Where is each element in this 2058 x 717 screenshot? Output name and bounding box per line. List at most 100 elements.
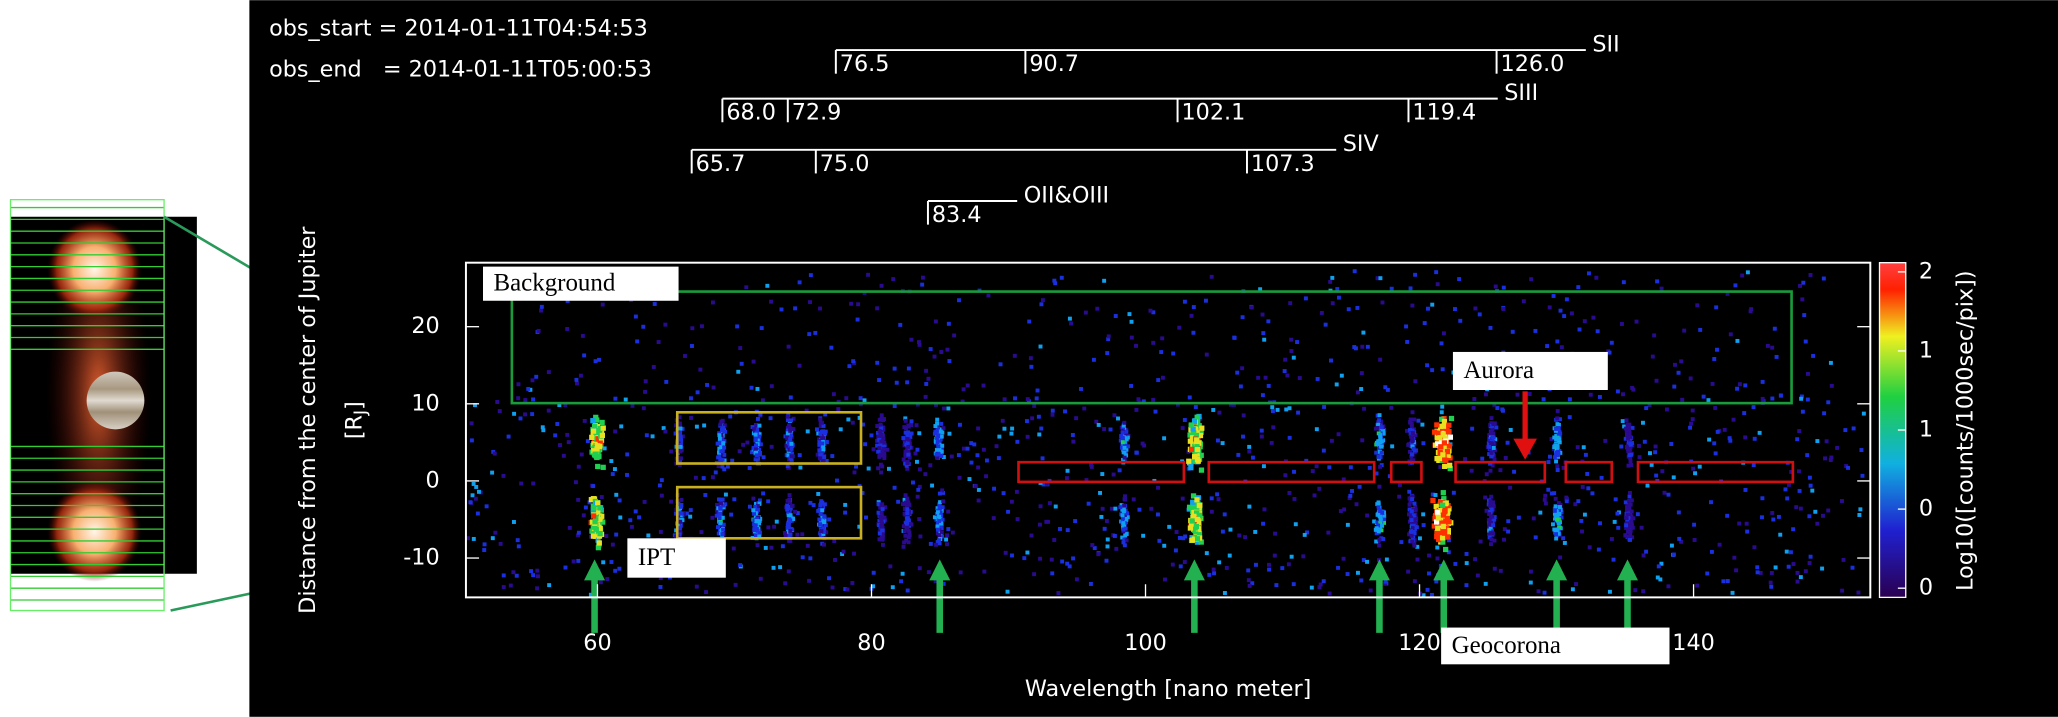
pixel: [1784, 549, 1789, 554]
pixel: [585, 439, 590, 444]
pixel: [1186, 458, 1192, 464]
pixel: [1123, 494, 1127, 499]
pixel: [1556, 431, 1561, 436]
pixel: [599, 419, 605, 426]
pixel: [1189, 537, 1196, 543]
pixel: [1198, 452, 1204, 458]
pixel: [1422, 321, 1427, 326]
pixel: [1411, 446, 1416, 451]
pixel: [1321, 579, 1326, 584]
pixel: [1732, 555, 1737, 560]
pixel: [1624, 525, 1629, 530]
pixel: [1556, 521, 1561, 526]
pixel: [1730, 590, 1735, 595]
pixel: [1050, 571, 1055, 576]
pixel: [482, 542, 487, 547]
pixel: [1562, 540, 1567, 545]
arrow-head: [1617, 559, 1638, 581]
pixel: [1679, 539, 1684, 544]
pixel: [1438, 444, 1444, 450]
pixel: [565, 432, 570, 437]
pixel: [903, 454, 908, 458]
marker-label: 107.3: [1251, 151, 1315, 177]
pixel: [720, 418, 725, 423]
pixel: [701, 476, 706, 481]
pixel: [1191, 454, 1198, 460]
pixel: [1626, 529, 1630, 534]
pixel: [718, 511, 723, 516]
pixel: [771, 565, 776, 570]
pixel: [785, 418, 790, 423]
pixel: [1677, 536, 1682, 541]
pixel: [610, 542, 615, 547]
pixel: [1228, 527, 1233, 532]
pixel: [678, 444, 683, 449]
pixel: [1693, 471, 1698, 476]
pixel: [1122, 420, 1127, 425]
pixel: [1267, 567, 1272, 572]
pixel: [904, 521, 909, 526]
arrow-head: [1433, 559, 1455, 581]
pixel: [1412, 543, 1417, 548]
pixel: [1162, 543, 1167, 548]
pixel: [1654, 473, 1659, 478]
pixel: [1378, 357, 1383, 362]
pixel: [898, 322, 903, 327]
pixel: [936, 444, 941, 449]
pixel: [1629, 498, 1634, 503]
pixel: [882, 443, 887, 448]
pixel: [1380, 300, 1385, 305]
pixel: [1559, 515, 1564, 520]
pixel: [1102, 278, 1107, 283]
pixel: [501, 585, 506, 589]
pixel: [595, 545, 602, 551]
pixel: [1190, 493, 1197, 499]
pixel: [933, 319, 938, 324]
pixel: [1491, 531, 1496, 536]
pixel: [1628, 490, 1632, 495]
pixel: [1628, 532, 1633, 537]
pixel: [1411, 458, 1416, 463]
pixel: [1198, 539, 1204, 545]
pixel: [1247, 449, 1252, 454]
pixel: [819, 529, 824, 533]
pixel: [1550, 522, 1555, 527]
pixel: [1222, 512, 1227, 517]
pixel: [1641, 553, 1646, 558]
pixel: [1100, 472, 1105, 477]
pixel: [1336, 432, 1341, 437]
marker-name: SII: [1592, 31, 1619, 57]
pixel: [1408, 515, 1413, 520]
pixel: [571, 559, 576, 564]
pixel: [1073, 519, 1078, 524]
pixel: [1594, 275, 1599, 280]
pixel: [937, 533, 942, 538]
pixel: [1551, 447, 1556, 452]
pixel: [880, 453, 885, 458]
pixel: [878, 505, 883, 510]
pixel: [1489, 416, 1494, 421]
pixel: [758, 516, 763, 521]
pixel: [1318, 582, 1323, 587]
pixel: [1177, 535, 1182, 540]
pixel: [633, 509, 638, 514]
pixel: [1633, 588, 1638, 593]
pixel: [1399, 540, 1404, 545]
pixel: [1437, 423, 1444, 429]
pixel: [1826, 400, 1831, 405]
pixel: [981, 383, 986, 388]
pixel: [1851, 426, 1856, 431]
pixel: [753, 432, 758, 437]
pixel: [1377, 537, 1382, 542]
pixel: [1273, 531, 1278, 536]
pixel: [1445, 452, 1451, 459]
pixel: [1426, 306, 1430, 311]
pixel: [1397, 494, 1402, 499]
pixel: [1095, 306, 1100, 311]
pixel: [937, 505, 942, 510]
pixel: [1464, 551, 1469, 556]
pixel: [790, 444, 795, 449]
pixel: [1261, 521, 1266, 526]
pixel: [1805, 371, 1810, 376]
pixel: [1319, 310, 1324, 315]
